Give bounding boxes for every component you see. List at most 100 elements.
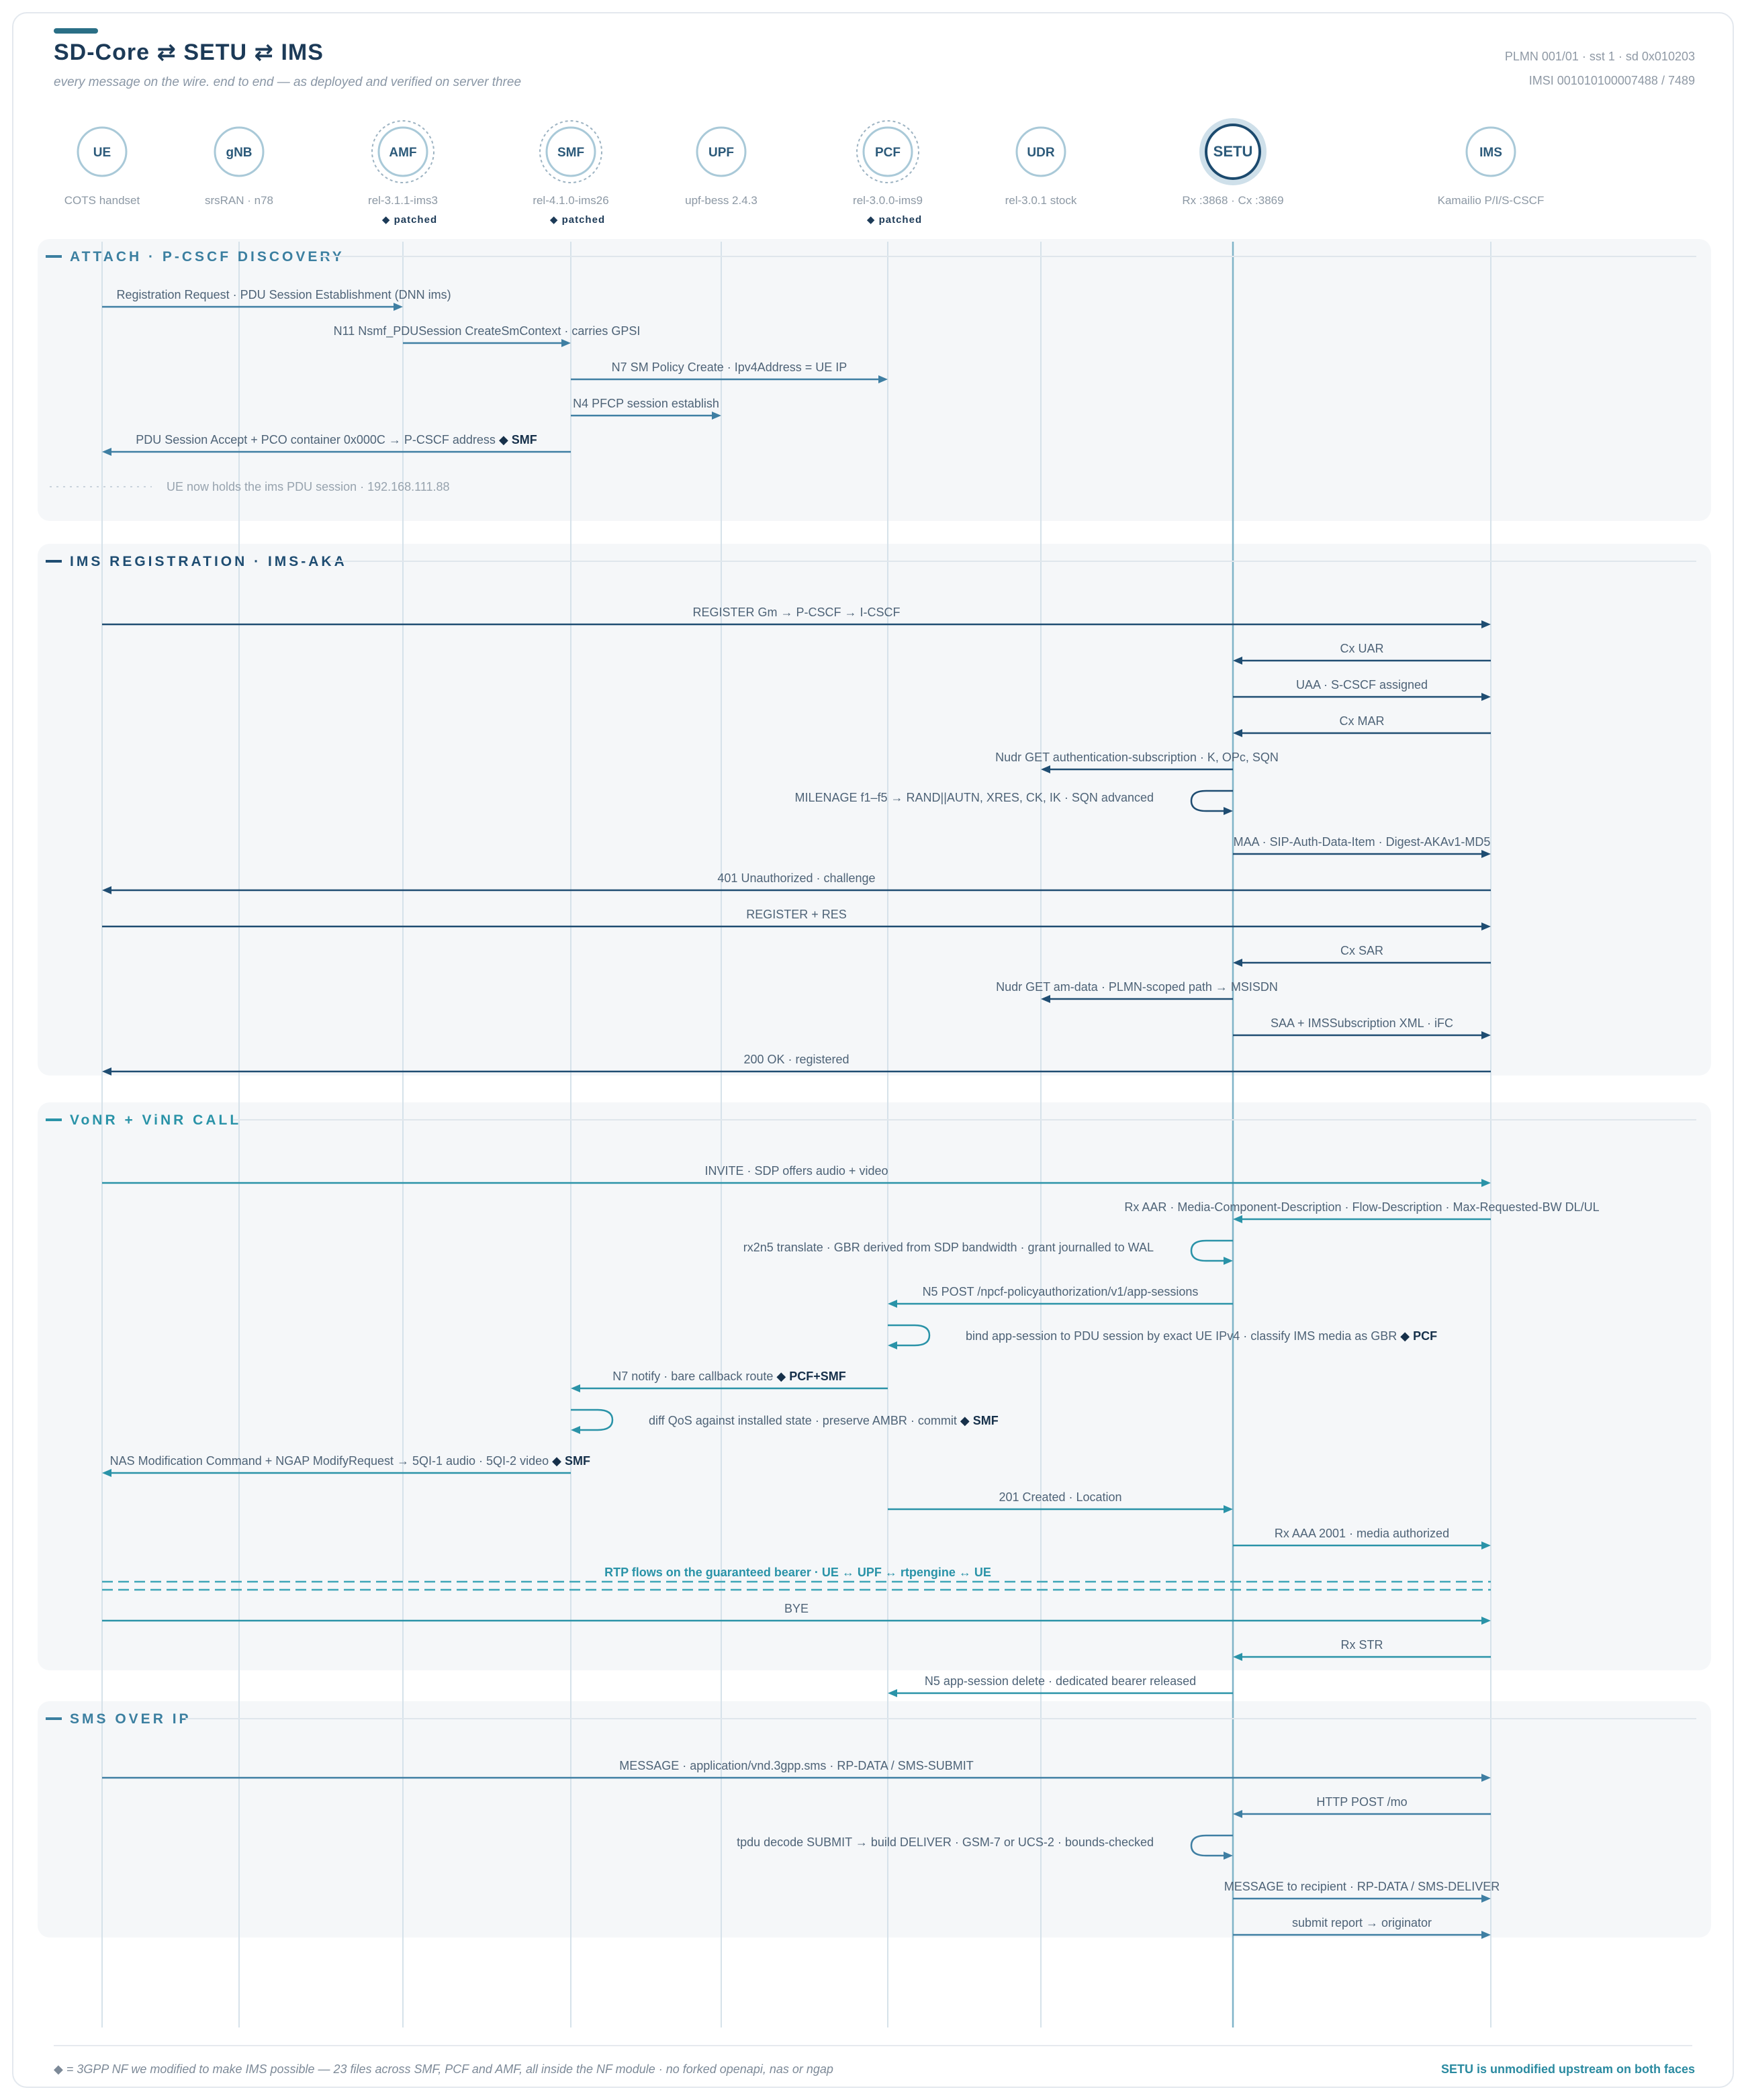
section-title: IMS REGISTRATION · IMS-AKA [70,554,347,569]
arrow-head [1224,1505,1233,1513]
message-label: Registration Request · PDU Session Estab… [117,288,451,301]
node-udr: UDR rel-3.0.1 stock [1005,126,1077,207]
message: N5 app-session delete · dedicated bearer… [888,1674,1233,1697]
message: MILENAGE f1–f5 → RAND||AUTN, XRES, CK, I… [794,790,1233,815]
message-label: N7 notify · bare callback route ◆ PCF+SM… [612,1370,845,1383]
patched-badge: ◆ patched [867,214,922,226]
message-label: Rx AAA 2001 · media authorized [1275,1527,1449,1540]
arrow-head [561,339,571,347]
message-label: REGISTER + RES [746,908,847,921]
message: REGISTER + RES [102,908,1491,930]
message: Rx AAA 2001 · media authorized [1233,1527,1491,1549]
message-label: 401 Unauthorized · challenge [717,871,875,885]
message: RTP flows on the guaranteed bearer · UE … [102,1566,1491,1591]
footer-divider [54,2045,1692,2046]
section-panel [38,544,1711,1076]
arrow-head [1224,807,1233,815]
arrow-head [1481,922,1491,930]
message-label: diff QoS against installed state · prese… [649,1414,999,1427]
arrow-head [102,886,111,894]
section-4: SMS OVER IP MESSAGE · application/vnd.3gp… [46,1711,1696,1939]
node-smf: SMF rel-4.1.0-ims26 ◆ patched [533,120,609,226]
arrow-head [1041,765,1050,773]
node-circle [862,126,913,177]
message-label: N7 SM Policy Create · Ipv4Address = UE I… [612,361,847,374]
arrow-head [102,448,111,456]
node-circle [377,126,428,177]
message-label: Rx STR [1341,1638,1383,1652]
self-loop [1190,1834,1233,1857]
self-loop [1190,790,1233,812]
node-sub: rel-4.1.0-ims26 [533,194,608,207]
message-label: Nudr GET authentication-subscription · K… [995,751,1279,764]
message: Registration Request · PDU Session Estab… [102,288,451,311]
message-label: SAA + IMSSubscription XML · iFC [1271,1016,1453,1030]
section-panel [38,1102,1711,1670]
self-loop [571,1409,614,1431]
message: Rx STR [1233,1638,1491,1661]
footer-note: SETU is unmodified upstream on both face… [1440,2062,1695,2076]
message-label: PDU Session Accept + PCO container 0x000… [136,433,537,446]
message: Cx SAR [1233,944,1491,967]
arrow-head [1481,1617,1491,1625]
node-label: SMF [557,146,584,160]
message: submit report → originator [1233,1916,1491,1939]
node-pcf: PCF rel-3.0.0-ims9 ◆ patched [853,120,923,226]
node-sub: Kamailio P/I/S-CSCF [1438,194,1545,207]
node-sub: COTS handset [64,194,140,207]
message-label: N4 PFCP session establish [573,397,719,410]
arrow-head [1481,1895,1491,1903]
node-label: UPF [708,146,734,160]
section-2: IMS REGISTRATION · IMS-AKA REGISTER Gm → … [46,554,1696,1076]
message-label: submit report → originator [1292,1916,1432,1929]
node-sub: upf-bess 2.4.3 [685,194,757,207]
node-circle [1205,124,1261,180]
message: Cx UAR [1233,642,1491,665]
message-label: HTTP POST /mo [1316,1795,1407,1809]
section-title: ATTACH · P-CSCF DISCOVERY [70,249,344,265]
node-circle [77,126,128,177]
message-label: bind app-session to PDU session by exact… [966,1329,1437,1343]
node-sub: rel-3.0.0-ims9 [853,194,923,207]
message-label: MAA · SIP-Auth-Data-Item · Digest-AKAv1-… [1234,835,1491,849]
node-circle [696,126,747,177]
node-label: UDR [1027,146,1054,160]
patched-ring [371,120,434,183]
message-label: Cx MAR [1340,714,1385,728]
arrow-head [1481,1031,1491,1039]
node-label: PCF [875,146,901,160]
message: 401 Unauthorized · challenge [102,871,1491,894]
node-setu: SETU Rx :3868 · Cx :3869 [1182,118,1284,207]
message-label: Rx AAR · Media-Component-Description · F… [1124,1200,1599,1214]
message: SAA + IMSSubscription XML · iFC [1233,1016,1491,1039]
message: N4 PFCP session establish [571,397,721,420]
arrow-head [1041,995,1050,1003]
message: bind app-session to PDU session by exact… [888,1324,1437,1349]
message-label: NAS Modification Command + NGAP ModifyRe… [110,1454,590,1468]
arrow-head [571,1384,580,1392]
arrow-head [712,412,721,420]
message-label: BYE [784,1602,809,1615]
node-label: UE [93,146,111,160]
arrow-head [1481,1541,1491,1549]
message-label: 200 OK · registered [743,1053,849,1066]
message-label: rx2n5 translate · GBR derived from SDP b… [743,1241,1154,1254]
node-upf: UPF upf-bess 2.4.3 [685,126,757,207]
section-title: VoNR + ViNR CALL [70,1112,241,1128]
patched-ring [856,120,919,183]
message: N7 notify · bare callback route ◆ PCF+SM… [571,1370,888,1392]
message: tpdu decode SUBMIT → build DELIVER · GSM… [737,1834,1233,1860]
arrow-head [571,1426,580,1434]
arrow-head [1481,1179,1491,1187]
imsi-info: IMSI 001010100007488 / 7489 [1528,74,1695,87]
patched-badge: ◆ patched [382,214,437,226]
arrow-head [102,1067,111,1076]
message-label: 201 Created · Location [999,1490,1121,1504]
message: N11 Nsmf_PDUSession CreateSmContext · ca… [334,324,640,347]
message: REGISTER Gm → P-CSCF → I-CSCF [102,606,1491,628]
arrow-head [394,303,403,311]
arrow-head [1233,959,1242,967]
arrow-head [1481,1774,1491,1782]
section-3: VoNR + ViNR CALL INVITE · SDP offers audi… [46,1112,1696,1697]
arrow-head [1233,729,1242,737]
